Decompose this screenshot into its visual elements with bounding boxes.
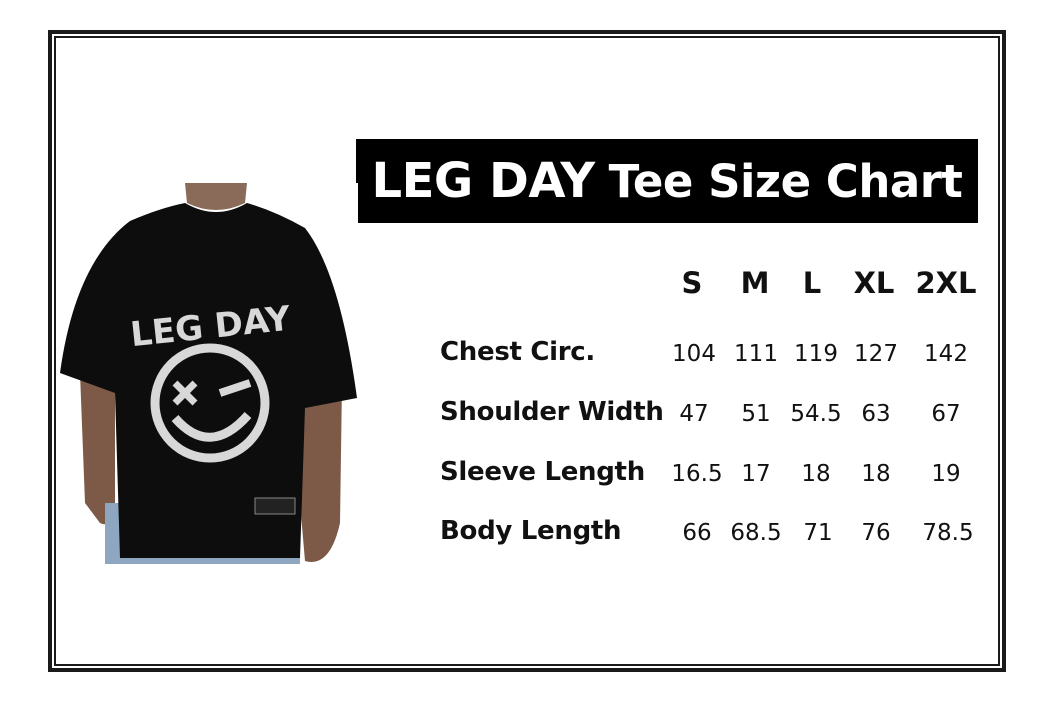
size-header-s: S xyxy=(681,266,703,300)
cell: 67 xyxy=(931,401,961,427)
row-label: Shoulder Width xyxy=(440,397,664,427)
cell: 51 xyxy=(741,401,771,427)
inner-border xyxy=(54,36,1000,666)
title-brand: LEG DAY xyxy=(371,153,596,209)
size-header-2xl: 2XL xyxy=(915,266,977,300)
title-rest: Tee Size Chart xyxy=(608,154,963,208)
cell: 78.5 xyxy=(922,520,974,546)
cell: 71 xyxy=(803,520,833,546)
cell: 63 xyxy=(861,401,891,427)
row-label: Body Length xyxy=(440,516,622,546)
row-label: Chest Circ. xyxy=(440,337,595,367)
smiley-icon xyxy=(150,343,270,463)
cell: 127 xyxy=(854,341,898,367)
cell: 17 xyxy=(741,461,771,487)
cell: 16.5 xyxy=(671,461,723,487)
cell: 54.5 xyxy=(790,401,842,427)
cell: 142 xyxy=(924,341,968,367)
cell: 111 xyxy=(734,341,778,367)
cell: 66 xyxy=(682,520,712,546)
row-label: Sleeve Length xyxy=(440,457,645,487)
size-header-m: M xyxy=(740,266,770,300)
tshirt xyxy=(60,203,357,558)
cell: 18 xyxy=(861,461,891,487)
size-header-xl: XL xyxy=(853,266,895,300)
cell: 18 xyxy=(801,461,831,487)
size-header-l: L xyxy=(802,266,822,300)
cell: 47 xyxy=(679,401,709,427)
cell: 104 xyxy=(672,341,716,367)
cell: 19 xyxy=(931,461,961,487)
cell: 68.5 xyxy=(730,520,782,546)
outer-border xyxy=(48,30,1006,672)
chart-title: LEG DAY Tee Size Chart xyxy=(356,139,978,223)
cell: 119 xyxy=(794,341,838,367)
cell: 76 xyxy=(861,520,891,546)
model-tshirt-photo: LEG DAY xyxy=(60,183,358,564)
